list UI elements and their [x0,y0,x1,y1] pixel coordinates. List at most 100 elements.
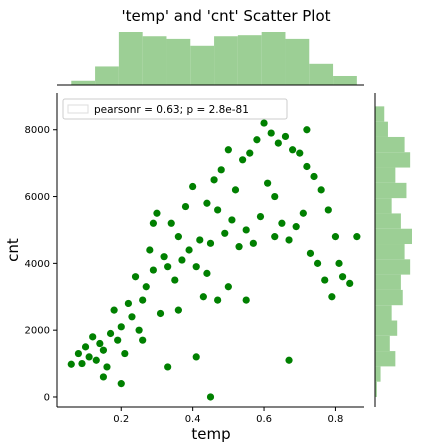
scatter-point [182,203,189,210]
scatter-point [82,343,89,350]
scatter-point [203,270,210,277]
scatter-point [143,283,150,290]
scatter-point [310,173,317,180]
scatter-point [189,183,196,190]
scatter-point [353,233,360,240]
scatter-point [243,297,250,304]
top-histogram-bar [262,32,286,85]
scatter-point [328,293,335,300]
scatter-point [160,253,167,260]
scatter-point [225,146,232,153]
right-histogram-bar [375,244,405,259]
scatter-point [193,263,200,270]
right-histogram-bar [375,290,403,305]
right-histogram-bar [375,137,405,152]
scatter-point [303,126,310,133]
scatter-point [139,297,146,304]
top-histogram-bar [143,36,167,85]
scatter-point [318,186,325,193]
scatter-point [164,263,171,270]
top-histogram-bar [214,36,238,85]
scatter-point [243,226,250,233]
scatter-point [207,393,214,400]
scatter-point [93,357,100,364]
legend-swatch [68,105,88,113]
scatter-point [296,150,303,157]
y-tick-label: 8000 [25,125,50,136]
y-tick-label: 4000 [25,259,50,270]
x-tick-label: 0.8 [327,414,343,425]
right-histogram-bar [375,275,401,290]
scatter-point [285,236,292,243]
scatter-point [150,220,157,227]
y-axis-ticks: 0 2000 4000 6000 8000 [25,125,57,403]
scatter-point [111,307,118,314]
scatter-point [114,337,121,344]
scatter-point [260,119,267,126]
right-histogram-bar [375,366,381,381]
right-histogram-bar [375,259,410,274]
scatter-point [175,307,182,314]
right-histogram-bar [375,106,384,121]
top-marginal-histogram [71,32,357,85]
scatter-points [68,103,361,401]
scatter-point [210,176,217,183]
right-histogram-bar [375,122,388,137]
scatter-point [289,146,296,153]
scatter-point [96,340,103,347]
right-marginal-histogram [375,106,412,397]
scatter-point [132,273,139,280]
scatter-point [218,166,225,173]
scatter-point [282,133,289,140]
x-tick-label: 0.6 [256,414,272,425]
scatter-point [164,363,171,370]
right-histogram-bar [375,183,406,198]
top-histogram-bar [190,46,214,85]
scatter-point [303,163,310,170]
y-axis-label: cnt [4,238,22,262]
scatter-point [314,260,321,267]
right-histogram-bar [375,229,412,244]
scatter-point [100,373,107,380]
scatter-point [339,273,346,280]
scatter-point [178,256,185,263]
scatter-point [228,216,235,223]
scatter-point [153,210,160,217]
top-histogram-bar [238,35,262,85]
scatter-point [239,156,246,163]
chart-title: 'temp' and 'cnt' Scatter Plot [121,7,330,25]
scatter-point [125,300,132,307]
scatter-point [75,350,82,357]
scatter-point [307,250,314,257]
scatter-point [196,236,203,243]
top-histogram-bar [309,64,333,85]
scatter-point [285,357,292,364]
right-histogram-bar [375,351,395,366]
right-histogram-bar [375,305,392,320]
scatter-point [300,210,307,217]
scatter-point [146,246,153,253]
scatter-point [321,276,328,283]
scatter-point [214,206,221,213]
scatter-point [225,283,232,290]
right-histogram-bar [375,168,395,183]
scatter-point [139,337,146,344]
scatter-point [107,330,114,337]
scatter-point [271,233,278,240]
top-histogram-bar [333,76,357,85]
scatter-point [100,347,107,354]
scatter-point [271,193,278,200]
scatter-point [250,240,257,247]
scatter-point [200,293,207,300]
right-histogram-bar [375,336,390,351]
scatter-point [257,213,264,220]
y-tick-label: 2000 [25,326,50,337]
scatter-point [275,140,282,147]
scatter-point [103,363,110,370]
scatter-point [278,220,285,227]
scatter-point [264,180,271,187]
x-tick-label: 0.2 [113,414,129,425]
scatter-point [232,186,239,193]
legend: pearsonr = 0.63; p = 2.8e-81 [63,99,287,119]
